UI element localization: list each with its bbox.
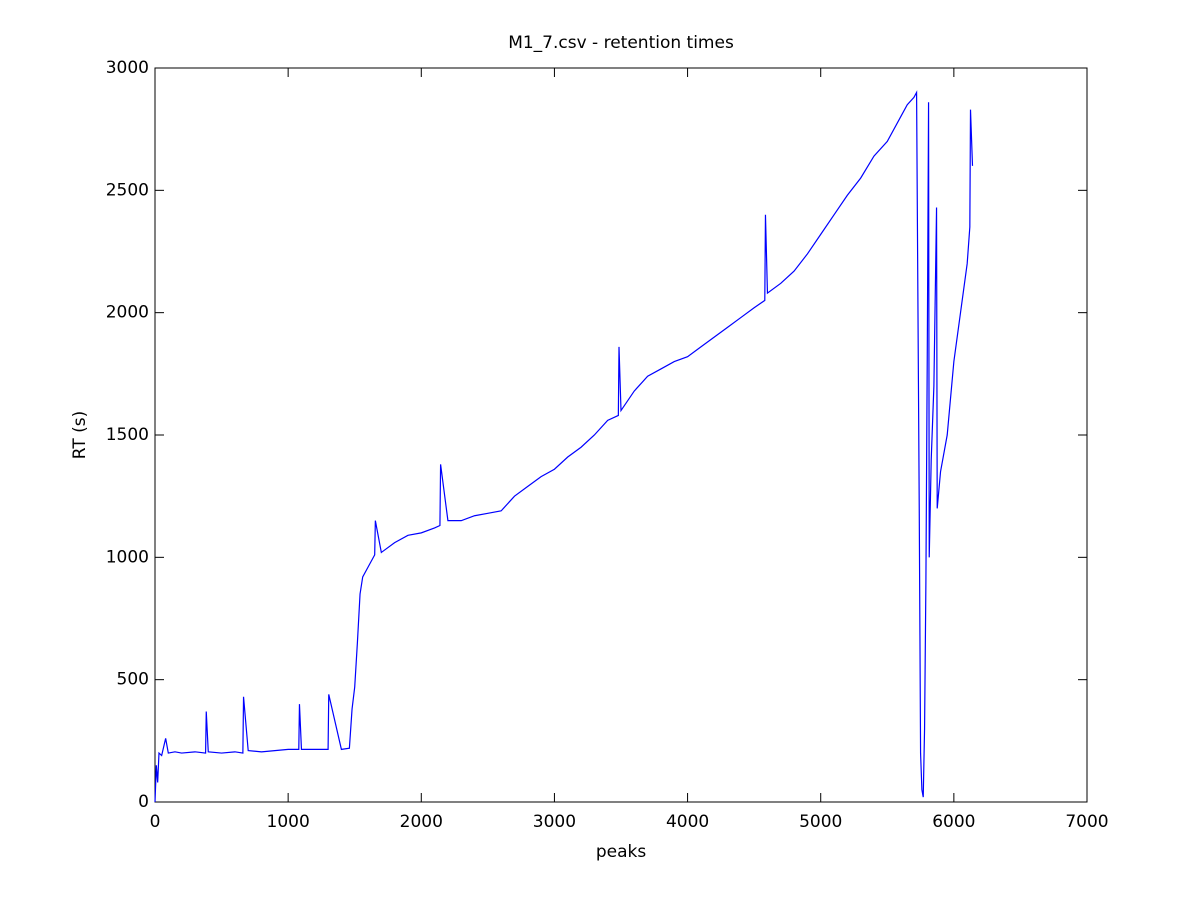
x-axis-label: peaks — [596, 842, 647, 862]
y-tick-label: 2000 — [106, 303, 149, 323]
x-tick-label: 1000 — [267, 812, 310, 832]
data-line — [154, 90, 974, 803]
chart-title: M1_7.csv - retention times — [508, 33, 734, 53]
y-tick-label: 2500 — [106, 180, 149, 200]
x-tick-label: 4000 — [666, 812, 709, 832]
y-tick-label: 500 — [117, 670, 149, 690]
x-tick-label: 3000 — [533, 812, 576, 832]
y-tick-label: 3000 — [106, 58, 149, 78]
x-tick-label: 7000 — [1065, 812, 1108, 832]
y-tick-label: 1000 — [106, 547, 149, 567]
x-tick-label: 2000 — [400, 812, 443, 832]
x-tick-label: 0 — [150, 812, 161, 832]
y-axis-label: RT (s) — [70, 411, 90, 460]
y-tick-label: 1500 — [106, 425, 149, 445]
x-tick-label: 6000 — [932, 812, 975, 832]
x-tick-label: 5000 — [799, 812, 842, 832]
y-tick-label: 0 — [138, 792, 149, 812]
